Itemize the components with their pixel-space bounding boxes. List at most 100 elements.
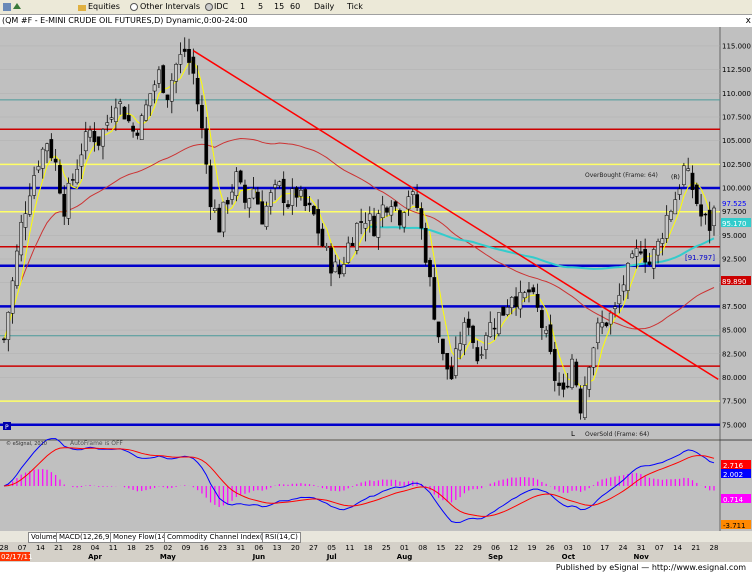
candle-body — [311, 205, 316, 215]
candle-body — [204, 128, 209, 165]
candle-body — [174, 64, 178, 82]
candle-body — [410, 191, 415, 195]
x-tick-label: 18 — [364, 544, 373, 552]
candle-body — [346, 242, 351, 263]
macd-value-box — [721, 460, 751, 469]
candle-body — [264, 205, 269, 227]
candle-body — [428, 260, 432, 278]
candle-body — [225, 200, 230, 205]
candle-body — [690, 172, 695, 190]
candle-body — [651, 249, 656, 269]
candle-body — [518, 292, 523, 310]
candle-body — [131, 125, 135, 132]
x-tick-label: 16 — [200, 544, 209, 552]
x-tick-label: 23 — [218, 544, 227, 552]
candle-body — [613, 306, 617, 310]
candle-body — [471, 325, 475, 344]
candle-body — [694, 184, 699, 204]
y-tick-label: 85.000 — [722, 327, 747, 335]
x-tick-label: 21 — [54, 544, 63, 552]
candle-body — [367, 213, 372, 221]
footer: Published by eSignal — http://www.esigna… — [0, 562, 752, 575]
y-tick-label: 80.000 — [722, 374, 747, 382]
candle-body — [19, 222, 24, 256]
toolbar: Equities Other Intervals IDC 1 5 15 60 D… — [0, 0, 752, 15]
interval-60[interactable]: 60 — [290, 2, 301, 11]
chart-icon[interactable] — [3, 3, 11, 11]
close-icon[interactable]: x — [745, 16, 751, 26]
interval-idc[interactable]: IDC — [214, 2, 229, 11]
folder-icon — [78, 5, 86, 11]
candle-body — [294, 187, 299, 198]
candle-body — [75, 168, 80, 184]
candle-body — [415, 194, 419, 208]
x-tick-label: 11 — [109, 544, 118, 552]
candle-body — [561, 382, 566, 390]
y-tick-label: 102.500 — [722, 161, 751, 169]
candle-body — [32, 175, 36, 196]
candle-body — [669, 211, 673, 220]
candle-body — [363, 223, 368, 229]
candle-body — [152, 84, 157, 92]
y-tick-label: 105.000 — [722, 137, 751, 145]
price-panel-bg — [0, 27, 720, 439]
candle-body — [53, 158, 58, 163]
candle-body — [441, 338, 445, 355]
interval-daily[interactable]: Daily — [314, 2, 335, 11]
candle-body — [608, 312, 613, 325]
equities-menu[interactable]: Equities — [88, 2, 120, 11]
x-tick-label: 14 — [673, 544, 682, 552]
level-bracket-label: [91.797] — [685, 254, 715, 262]
candle-body — [682, 165, 686, 185]
candle-body — [505, 307, 510, 315]
red-ma-label: 89.890 — [722, 278, 747, 286]
x-tick-label: 28 — [710, 544, 719, 552]
candle-body — [458, 343, 462, 351]
other-intervals-menu[interactable]: Other Intervals — [140, 2, 201, 11]
candle-body — [466, 318, 471, 328]
candle-body — [389, 206, 394, 216]
x-month-label: Oct — [562, 553, 576, 561]
price-chart[interactable]: 115.000 112.500 110.000 107.500 105.000 102.5… — [0, 27, 752, 531]
p-marker: P — [5, 424, 9, 431]
interval-15[interactable]: 15 — [274, 2, 285, 11]
chart-title-bar: (QM #F - E-MINI CRUDE OIL FUTURES,D) Dyn… — [0, 15, 752, 27]
candle-body — [634, 248, 639, 257]
x-tick-label: 12 — [509, 544, 518, 552]
interval-tick[interactable]: Tick — [347, 2, 363, 11]
candle-body — [565, 385, 570, 388]
candle-body — [290, 188, 295, 206]
x-month-label: Aug — [397, 553, 412, 561]
candle-body — [36, 166, 41, 171]
signal-value: 2.002 — [723, 471, 743, 479]
candle-body — [509, 297, 514, 308]
macd-signal-line — [3, 447, 715, 517]
candle-body — [479, 354, 484, 356]
candle-body — [238, 170, 243, 183]
arrow-up-icon[interactable] — [13, 3, 21, 11]
candle-body — [200, 104, 204, 129]
candle-body — [664, 215, 669, 239]
candle-body — [40, 148, 45, 169]
y-tick-label: 92.500 — [722, 256, 747, 264]
candle-body — [286, 204, 290, 208]
candle-body — [316, 209, 320, 234]
candle-body — [303, 189, 308, 207]
candle-body — [195, 77, 200, 105]
y-tick-label: 112.500 — [722, 66, 751, 74]
x-tick-label: 01 — [400, 544, 409, 552]
candle-body — [570, 358, 574, 388]
candle-body — [462, 322, 467, 345]
candle-body — [522, 292, 527, 299]
candle-body — [10, 280, 15, 314]
candle-body — [552, 349, 557, 381]
candle-body — [488, 322, 493, 337]
x-tick-label: 26 — [546, 544, 555, 552]
candle-body — [595, 322, 600, 343]
candle-body — [492, 327, 497, 330]
interval-5[interactable]: 5 — [258, 2, 264, 11]
tab-rsi[interactable]: RSI(14,C) — [262, 532, 301, 543]
candle-body — [49, 139, 54, 159]
x-tick-label: 24 — [619, 544, 628, 552]
interval-1[interactable]: 1 — [240, 2, 246, 11]
